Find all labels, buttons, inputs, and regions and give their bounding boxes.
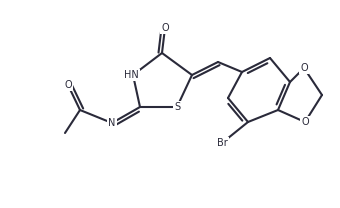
Text: N: N <box>108 118 116 128</box>
Text: O: O <box>161 23 169 33</box>
Text: O: O <box>300 63 308 73</box>
Text: O: O <box>301 117 309 127</box>
Text: S: S <box>174 102 180 112</box>
Text: HN: HN <box>124 70 138 80</box>
Text: Br: Br <box>217 138 227 148</box>
Text: O: O <box>64 80 72 90</box>
